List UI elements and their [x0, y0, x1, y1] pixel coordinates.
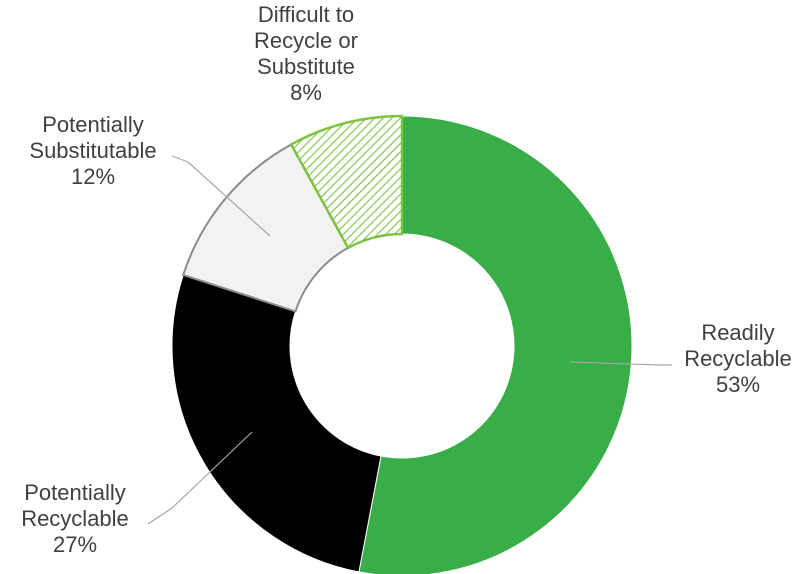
slice-percent: 12% [71, 164, 115, 189]
slice-label-line: Substitute [257, 54, 355, 79]
slice-label-line: Recyclable [21, 506, 129, 531]
slice-label-line: Readily [701, 320, 774, 345]
slice-label: Potentially Recyclable 27% [21, 480, 129, 557]
labels-layer: Readily Recyclable 53%Potentially Recyclabl… [21, 2, 792, 557]
slice-label: Potentially Substitutable 12% [29, 112, 156, 189]
slice-readily-recyclable [358, 115, 633, 574]
slice-percent: 8% [290, 80, 322, 105]
slice-label: Readily Recyclable 53% [684, 320, 792, 397]
slice-potentially-recyclable [171, 274, 382, 573]
slices-layer [171, 114, 633, 574]
slice-label-line: Potentially [42, 112, 144, 137]
slice-label-line: Difficult to [258, 2, 354, 27]
slice-label: Difficult to Recycle or Substitute 8% [254, 2, 358, 105]
slice-percent: 27% [53, 532, 97, 557]
leader-line [147, 431, 253, 525]
slice-difficult-to-recycle [289, 114, 404, 250]
slice-label-line: Potentially [24, 480, 126, 505]
leader-line [171, 155, 271, 237]
slice-label-line: Substitutable [29, 138, 156, 163]
slice-percent: 53% [716, 372, 760, 397]
slice-label-line: Recycle or [254, 28, 358, 53]
slice-label-line: Recyclable [684, 346, 792, 371]
leader-lines-layer [147, 155, 672, 525]
leader-line [569, 361, 672, 366]
